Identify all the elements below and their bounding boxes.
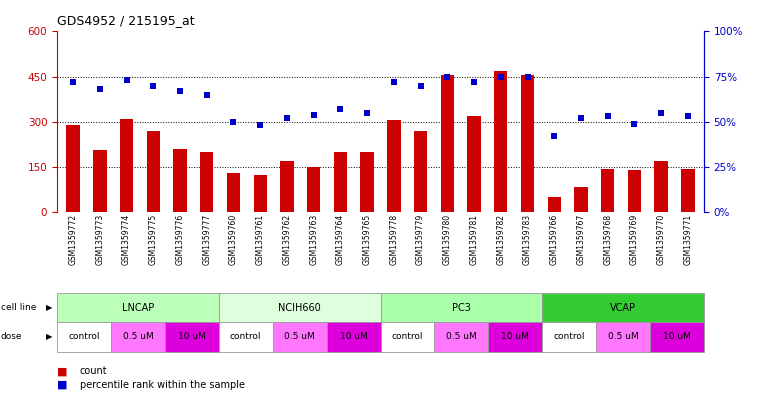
Text: LNCAP: LNCAP [122, 303, 154, 312]
Bar [654, 161, 668, 212]
Bar [253, 174, 267, 212]
Text: 10 uM: 10 uM [663, 332, 691, 342]
Text: PC3: PC3 [452, 303, 471, 312]
Text: 0.5 uM: 0.5 uM [123, 332, 153, 342]
Bar [147, 131, 160, 212]
Bar [681, 169, 695, 212]
Bar [521, 75, 534, 212]
Text: control: control [68, 332, 100, 342]
Bar [361, 152, 374, 212]
Bar [280, 161, 294, 212]
Text: ■: ■ [57, 380, 68, 390]
Text: percentile rank within the sample: percentile rank within the sample [80, 380, 245, 390]
Bar [414, 131, 427, 212]
Bar [200, 152, 213, 212]
Bar [548, 197, 561, 212]
Text: NCIH660: NCIH660 [279, 303, 321, 312]
Text: control: control [553, 332, 585, 342]
Bar [66, 125, 80, 212]
Bar [93, 151, 107, 212]
Text: 0.5 uM: 0.5 uM [608, 332, 638, 342]
Text: 0.5 uM: 0.5 uM [446, 332, 476, 342]
Text: 10 uM: 10 uM [178, 332, 205, 342]
Text: 10 uM: 10 uM [339, 332, 368, 342]
Bar [307, 167, 320, 212]
Bar [174, 149, 186, 212]
Text: dose: dose [1, 332, 22, 342]
Bar [628, 170, 641, 212]
Text: cell line: cell line [1, 303, 36, 312]
Bar [494, 71, 508, 212]
Text: VCAP: VCAP [610, 303, 636, 312]
Text: ▶: ▶ [46, 332, 53, 342]
Text: 10 uM: 10 uM [501, 332, 529, 342]
Bar [227, 173, 240, 212]
Bar [467, 116, 481, 212]
Bar [120, 119, 133, 212]
Text: control: control [392, 332, 423, 342]
Bar [601, 169, 614, 212]
Text: 0.5 uM: 0.5 uM [285, 332, 315, 342]
Bar [575, 187, 587, 212]
Text: control: control [230, 332, 262, 342]
Text: GDS4952 / 215195_at: GDS4952 / 215195_at [57, 15, 195, 28]
Bar [441, 75, 454, 212]
Text: ■: ■ [57, 366, 68, 376]
Bar [387, 120, 400, 212]
Text: ▶: ▶ [46, 303, 53, 312]
Bar [334, 152, 347, 212]
Text: count: count [80, 366, 107, 376]
